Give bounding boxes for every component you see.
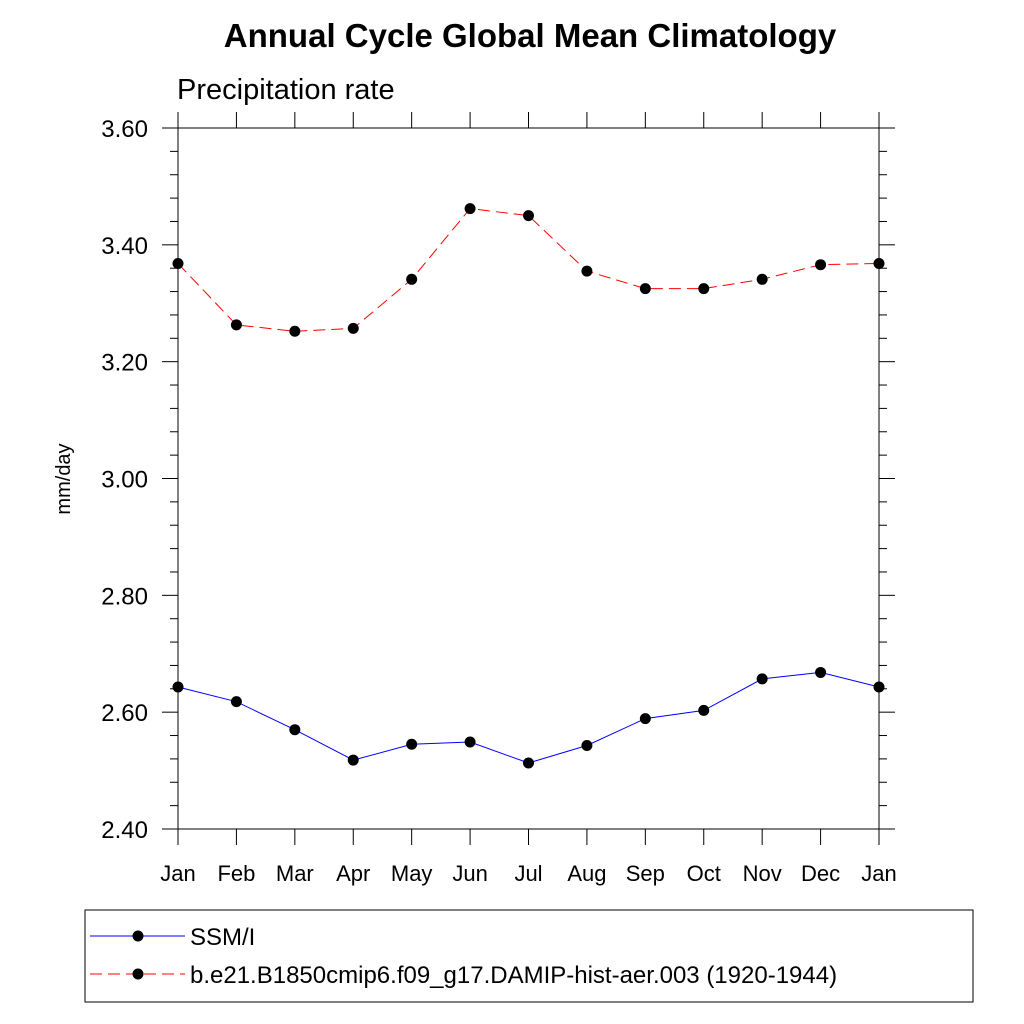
data-point-series-1 <box>406 273 418 285</box>
y-tick-label: 3.20 <box>101 350 148 377</box>
y-tick-label: 3.40 <box>101 233 148 260</box>
data-point-series-0 <box>873 681 885 693</box>
legend-box <box>84 909 974 1003</box>
x-tick-labels: Jan Feb Mar Apr May Jun Jul Aug Sep Oct Nov Dec Jan <box>160 861 896 886</box>
x-tick-label: Nov <box>743 861 782 886</box>
chart-title: Annual Cycle Global Mean Climatology <box>224 17 837 54</box>
x-tick-label: Mar <box>276 861 314 886</box>
y-tick-label: 3.00 <box>101 467 148 494</box>
data-point-series-1 <box>581 265 593 277</box>
data-point-series-0 <box>756 673 768 685</box>
data-point-series-0 <box>581 739 593 751</box>
data-point-series-1 <box>639 283 651 295</box>
data-point-series-0 <box>347 754 359 766</box>
data-point-series-0 <box>230 696 242 708</box>
data-point-series-1 <box>873 258 885 270</box>
x-tick-label: Dec <box>801 861 840 886</box>
x-tick-label: Aug <box>567 861 606 886</box>
legend-marker-0 <box>132 930 144 942</box>
y-tick-label: 2.80 <box>101 583 148 610</box>
x-tick-label: Sep <box>626 861 665 886</box>
x-tick-label: Jun <box>452 861 487 886</box>
data-point-series-0 <box>639 713 651 725</box>
x-tick-label: Oct <box>687 861 721 886</box>
data-point-series-1 <box>815 259 827 271</box>
x-tick-label: Jan <box>861 861 896 886</box>
data-point-series-1 <box>230 319 242 331</box>
legend-label-1: b.e21.B1850cmip6.f09_g17.DAMIP-hist-aer.… <box>190 962 837 989</box>
legend: SSM/I b.e21.B1850cmip6.f09_g17.DAMIP-hist… <box>90 924 837 989</box>
data-point-series-1 <box>698 283 710 295</box>
data-point-series-1 <box>347 322 359 334</box>
y-tick-label: 2.40 <box>101 817 148 844</box>
x-tick-label: Feb <box>217 861 255 886</box>
data-point-series-0 <box>523 757 534 769</box>
data-point-series-1 <box>172 258 184 270</box>
series-line-1 <box>177 208 880 332</box>
chart-subtitle: Precipitation rate <box>177 74 395 106</box>
y-tick-labels: 2.40 2.60 2.80 3.00 3.20 3.40 3.60 <box>101 116 148 844</box>
y-axis-label: mm/day <box>53 443 75 514</box>
data-point-series-0 <box>815 666 827 678</box>
x-tick-label: Jul <box>514 861 542 886</box>
x-tick-label: May <box>391 861 433 886</box>
series-layer <box>172 203 885 769</box>
legend-label-0: SSM/I <box>190 924 255 951</box>
x-tick-label: Jan <box>160 861 195 886</box>
data-point-series-0 <box>698 704 710 716</box>
y-tick-label: 3.60 <box>101 116 148 143</box>
y-tick-label: 2.60 <box>101 700 148 727</box>
data-point-series-0 <box>464 736 476 748</box>
data-point-series-1 <box>756 273 768 285</box>
data-point-series-1 <box>464 203 476 215</box>
data-point-series-1 <box>523 210 534 222</box>
data-point-series-0 <box>406 738 418 750</box>
legend-marker-1 <box>132 968 144 980</box>
x-tick-label: Apr <box>336 861 370 886</box>
series-line-0 <box>177 671 880 764</box>
data-point-series-1 <box>289 325 301 337</box>
data-point-series-0 <box>172 681 184 693</box>
data-point-series-0 <box>289 724 301 736</box>
tick-marks <box>162 112 895 845</box>
